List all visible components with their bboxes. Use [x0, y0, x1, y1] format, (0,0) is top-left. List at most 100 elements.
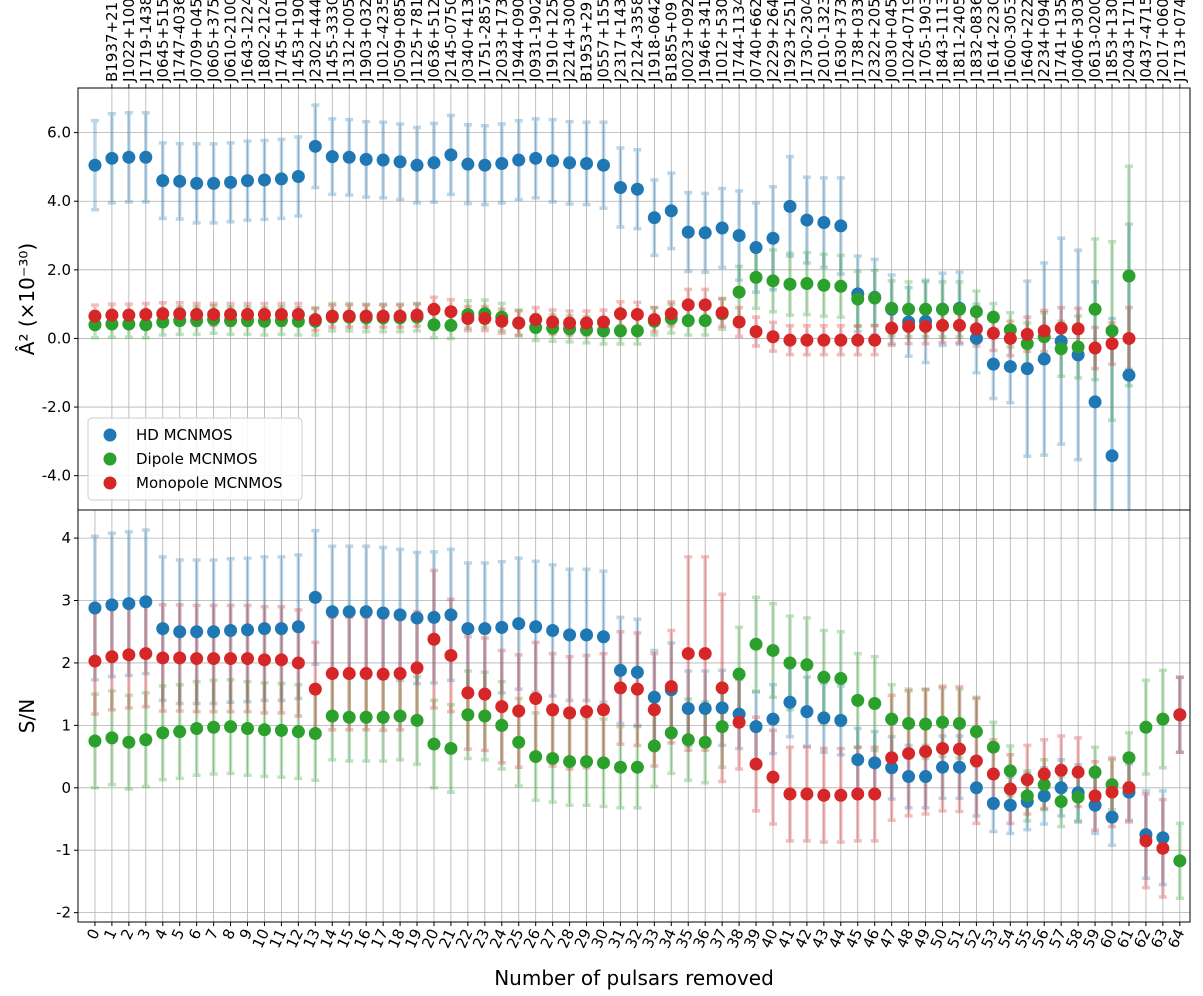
- marker: [919, 302, 933, 316]
- marker: [376, 667, 390, 681]
- marker: [647, 211, 661, 225]
- x-tick-label: J0610-2100: [222, 0, 240, 83]
- marker: [224, 652, 238, 666]
- marker: [986, 326, 1000, 340]
- x-tick-label: 64: [1164, 926, 1188, 951]
- marker: [800, 705, 814, 719]
- x-tick-label: J0030+0451: [883, 0, 901, 83]
- x-tick-label: J1705-1903: [917, 0, 935, 83]
- marker: [1088, 765, 1102, 779]
- marker: [308, 139, 322, 153]
- marker: [207, 720, 221, 734]
- marker: [986, 796, 1000, 810]
- marker: [817, 333, 831, 347]
- x-tick-label: J0509+0856: [391, 0, 409, 83]
- marker: [885, 761, 899, 775]
- marker: [783, 199, 797, 213]
- x-tick-label: J1012-4235: [374, 0, 392, 83]
- y-tick-label: -2.0: [42, 398, 71, 416]
- marker: [393, 309, 407, 323]
- marker: [580, 156, 594, 170]
- marker: [376, 710, 390, 724]
- marker: [512, 735, 526, 749]
- marker: [1020, 362, 1034, 376]
- marker: [800, 787, 814, 801]
- marker: [241, 307, 255, 321]
- marker: [647, 739, 661, 753]
- marker: [681, 733, 695, 747]
- marker: [257, 622, 271, 636]
- marker: [393, 667, 407, 681]
- marker: [512, 704, 526, 718]
- marker: [936, 760, 950, 774]
- marker: [952, 716, 966, 730]
- x-tick-label: J1024-0719: [900, 0, 918, 83]
- marker: [156, 307, 170, 321]
- marker: [613, 760, 627, 774]
- marker: [410, 661, 424, 675]
- marker: [88, 309, 102, 323]
- x-tick-label: J2229+2643: [764, 0, 782, 83]
- marker: [580, 628, 594, 642]
- marker: [139, 647, 153, 661]
- marker: [783, 656, 797, 670]
- x-tick-label: J1745+1017: [272, 0, 290, 83]
- x-tick-label: J2317+1439: [611, 0, 629, 83]
- marker: [766, 231, 780, 245]
- x-tick-label: J0931-1902: [527, 0, 545, 83]
- marker: [1088, 798, 1102, 812]
- marker: [342, 605, 356, 619]
- marker: [88, 654, 102, 668]
- x-tick-label: J2322+2057: [866, 0, 884, 83]
- x-tick-label: J1600-3053: [1001, 0, 1019, 83]
- marker: [291, 725, 305, 739]
- marker: [342, 309, 356, 323]
- marker: [444, 741, 458, 755]
- x-tick-label: J0023+0923: [679, 0, 697, 83]
- marker: [1037, 789, 1051, 803]
- marker: [427, 737, 441, 751]
- marker: [105, 731, 119, 745]
- marker: [139, 307, 153, 321]
- marker: [257, 723, 271, 737]
- x-tick-label: J2033+1734: [493, 0, 511, 83]
- marker: [495, 718, 509, 732]
- x-tick-label: J2010-1323: [815, 0, 833, 83]
- marker: [952, 302, 966, 316]
- marker: [546, 154, 560, 168]
- x-tick-label: J1923+2515: [781, 0, 799, 83]
- marker: [868, 291, 882, 305]
- marker: [851, 693, 865, 707]
- x-tick-label: J1832-0836: [967, 0, 985, 83]
- x-tick-label: J1944+0907: [510, 0, 528, 83]
- marker: [190, 307, 204, 321]
- x-tick-label: J2043+1711: [1120, 0, 1138, 83]
- marker: [817, 670, 831, 684]
- marker: [766, 330, 780, 344]
- marker: [427, 302, 441, 316]
- marker: [681, 314, 695, 328]
- marker: [461, 312, 475, 326]
- legend-label: Monopole MCNMOS: [136, 474, 283, 492]
- marker: [444, 608, 458, 622]
- x-tick-label: J1012+5307: [713, 0, 731, 83]
- marker: [257, 653, 271, 667]
- y-tick-label: 0: [61, 779, 71, 797]
- marker: [580, 316, 594, 330]
- y-tick-label: -2: [56, 904, 71, 922]
- marker: [139, 150, 153, 164]
- marker: [173, 625, 187, 639]
- marker: [783, 333, 797, 347]
- marker: [1156, 831, 1170, 845]
- marker: [529, 620, 543, 634]
- marker: [596, 703, 610, 717]
- x-tick-label: J1455-3330: [323, 0, 341, 83]
- marker: [274, 723, 288, 737]
- marker: [902, 319, 916, 333]
- marker: [698, 735, 712, 749]
- marker: [393, 155, 407, 169]
- marker: [1071, 340, 1085, 354]
- marker: [342, 710, 356, 724]
- marker: [919, 745, 933, 759]
- legend-label: Dipole MCNMOS: [136, 450, 258, 468]
